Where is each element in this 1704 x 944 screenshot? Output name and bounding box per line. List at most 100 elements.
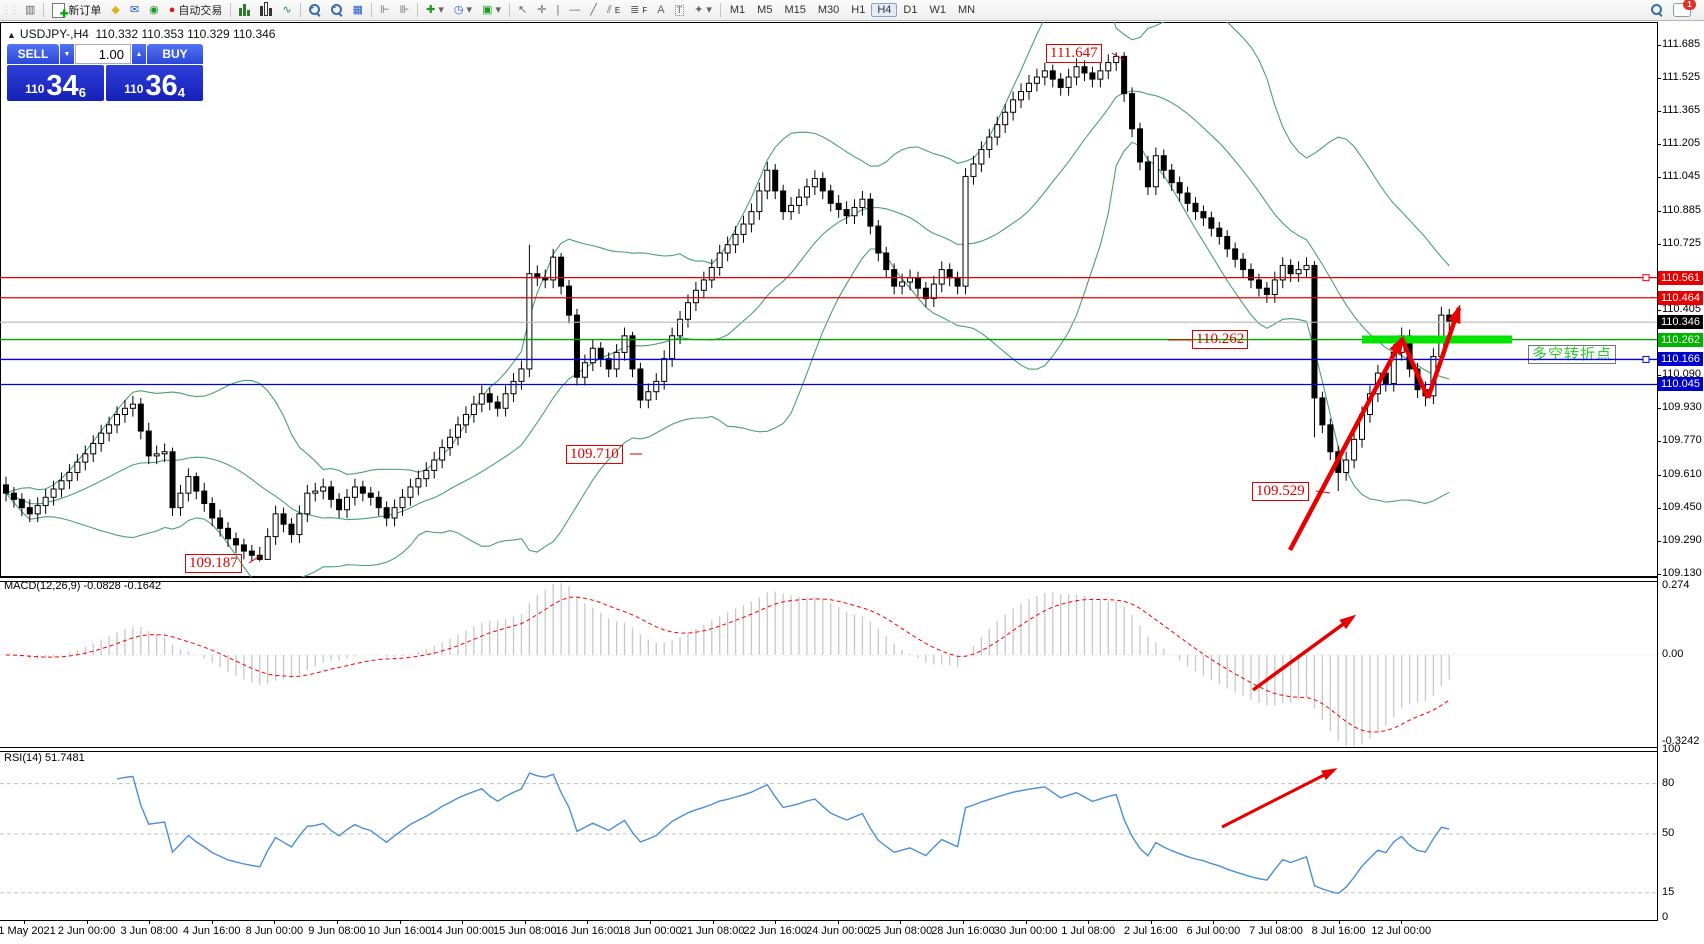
hline-tool-button[interactable]: —	[564, 0, 585, 20]
price-level-badge[interactable]: 110.045	[1658, 377, 1703, 392]
annotation-text-box[interactable]: 多空转折点	[1528, 345, 1617, 364]
autotrade-label: 自动交易	[178, 5, 223, 17]
time-label[interactable]: 3 Jun 08:00	[120, 925, 178, 937]
time-label[interactable]: 2 Jul 16:00	[1123, 925, 1178, 937]
time-label[interactable]: 2 Jun 00:00	[57, 925, 116, 937]
new-chart-button[interactable]: ▥	[20, 0, 40, 20]
template-button[interactable]: ▣ ▾	[477, 0, 506, 20]
time-label[interactable]: 25 Jun 08:00	[868, 925, 933, 937]
tile-windows-button[interactable]: ▦	[348, 0, 368, 20]
indicator-window-button[interactable]: ⊪	[395, 0, 415, 20]
price-level-badge[interactable]: 110.166	[1658, 352, 1703, 367]
timeframe-m1[interactable]: M1	[729, 4, 746, 16]
time-label[interactable]: 21 Jun 08:00	[680, 925, 745, 937]
trendline-tool-button[interactable]: ╱	[585, 0, 602, 20]
chat-button[interactable]: 1	[1668, 0, 1696, 20]
time-label[interactable]: 1 Jul 08:00	[1061, 925, 1116, 937]
timeframe-w1[interactable]: W1	[929, 4, 946, 16]
price-axis-line	[1657, 22, 1658, 920]
crayon-button[interactable]: ◆	[106, 0, 124, 20]
buy-button[interactable]: BUY	[147, 44, 203, 64]
timeframe-h1[interactable]: H1	[851, 4, 866, 16]
shapes-tool-button[interactable]: ✦ ▾	[689, 0, 717, 20]
timeframe-m30[interactable]: M30	[817, 4, 840, 16]
one-click-trading-panel: SELL ▼ 1.00 ▲ BUY 110 34 6 110 36 4	[7, 44, 203, 101]
time-label[interactable]: 28 Jun 16:00	[931, 925, 995, 937]
time-label[interactable]: 31 May 2021	[0, 925, 56, 937]
time-tick	[775, 920, 777, 924]
time-label[interactable]: 16 Jun 16:00	[555, 925, 620, 937]
price-tick	[1657, 540, 1661, 542]
time-label[interactable]: 10 Jun 16:00	[367, 925, 432, 937]
timeframe-toolbar: M1 M5 M15 M30 H1 H4 D1 W1 MN	[724, 2, 981, 18]
price-callout-label[interactable]: 109.710	[566, 445, 623, 464]
time-tick	[1338, 920, 1340, 924]
sell-button[interactable]: SELL	[7, 44, 59, 64]
zoom-in-button[interactable]: +	[304, 0, 326, 20]
search-button[interactable]	[1646, 0, 1668, 20]
ask-price-panel[interactable]: 110 36 4	[106, 65, 203, 101]
main-chart-canvas[interactable]	[0, 22, 1658, 577]
timeframe-m5[interactable]: M5	[757, 4, 773, 16]
time-label[interactable]: 24 Jun 00:00	[805, 925, 870, 937]
time-label[interactable]: 18 Jun 00:00	[618, 925, 682, 937]
price-tick	[1657, 375, 1661, 377]
candlestick-chart-button[interactable]	[255, 0, 277, 20]
price-callout-label[interactable]: 109.187	[185, 554, 242, 573]
price-callout-label[interactable]: 110.262	[1192, 330, 1249, 349]
price-level-badge[interactable]: 110.464	[1658, 290, 1703, 305]
period-button[interactable]: ◷ ▾	[449, 0, 477, 20]
rsi-canvas[interactable]	[0, 750, 1658, 920]
timeframe-d1[interactable]: D1	[903, 4, 918, 16]
new-order-button[interactable]: ✚ 新订单	[47, 0, 106, 20]
time-label[interactable]: 8 Jun 00:00	[245, 925, 304, 937]
clock-icon: ◷	[453, 3, 464, 16]
toolbar-grip[interactable]: ⋮⋮	[2, 4, 19, 15]
bid-price-panel[interactable]: 110 34 6	[7, 65, 104, 101]
price-tick	[1657, 309, 1661, 311]
crosshair-tool-button[interactable]: ✛	[532, 0, 551, 20]
time-label[interactable]: 12 Jul 00:00	[1371, 925, 1432, 937]
time-tick	[837, 920, 839, 924]
timeframe-h4[interactable]: H4	[871, 3, 898, 17]
time-label[interactable]: 6 Jul 00:00	[1186, 925, 1241, 937]
vline-tool-button[interactable]: |	[551, 0, 564, 20]
price-level-badge[interactable]: 110.561	[1658, 270, 1703, 285]
time-label[interactable]: 9 Jun 08:00	[308, 925, 366, 937]
label-tool-button[interactable]: T	[670, 0, 690, 20]
zoom-out-button[interactable]: −	[326, 0, 348, 20]
time-label[interactable]: 30 Jun 00:00	[993, 925, 1058, 937]
signals-button[interactable]: ◉	[144, 0, 164, 20]
text-tool-button[interactable]: A	[652, 0, 669, 20]
timeframe-mn[interactable]: MN	[957, 4, 976, 16]
fibonacci-tool-button[interactable]: ≣ F	[625, 0, 652, 20]
time-tick	[399, 920, 401, 924]
add-indicator-button[interactable]: ✚ ▾	[421, 0, 449, 20]
data-window-button[interactable]: ⊩	[375, 0, 395, 20]
lot-increase-button[interactable]: ▲	[132, 44, 146, 64]
vertical-line-icon: |	[556, 3, 560, 16]
chart-title[interactable]: ▲ USDJPY-,H4 110.332 110.353 110.329 110.…	[7, 27, 275, 41]
timeframe-m15[interactable]: M15	[784, 4, 806, 16]
time-label[interactable]: 14 Jun 00:00	[430, 925, 494, 937]
time-label[interactable]: 22 Jun 16:00	[743, 925, 807, 937]
main-macd-separator[interactable]	[0, 577, 1658, 582]
macd-canvas[interactable]	[0, 579, 1658, 747]
line-chart-button[interactable]: ∿	[277, 0, 296, 20]
bar-chart-button[interactable]	[234, 0, 255, 20]
price-callout-label[interactable]: 111.647	[1046, 44, 1102, 63]
price-level-badge[interactable]: 110.262	[1658, 332, 1703, 347]
mail-button[interactable]: ✉	[125, 0, 144, 20]
time-label[interactable]: 7 Jul 08:00	[1249, 925, 1303, 937]
macd-rsi-separator[interactable]	[0, 747, 1658, 752]
channel-tool-button[interactable]: ⫽ E	[602, 0, 625, 20]
time-label[interactable]: 4 Jun 16:00	[183, 925, 241, 937]
time-label[interactable]: 8 Jul 16:00	[1311, 925, 1366, 937]
cursor-tool-button[interactable]: ↖	[513, 0, 532, 20]
autotrade-button[interactable]: ● 自动交易	[164, 0, 228, 20]
time-label[interactable]: 15 Jun 08:00	[492, 925, 557, 937]
lot-decrease-button[interactable]: ▼	[60, 44, 74, 64]
price-callout-label[interactable]: 109.529	[1252, 482, 1309, 501]
lot-size-input[interactable]: 1.00	[75, 44, 131, 64]
collapse-icon[interactable]: ▲	[7, 30, 16, 40]
